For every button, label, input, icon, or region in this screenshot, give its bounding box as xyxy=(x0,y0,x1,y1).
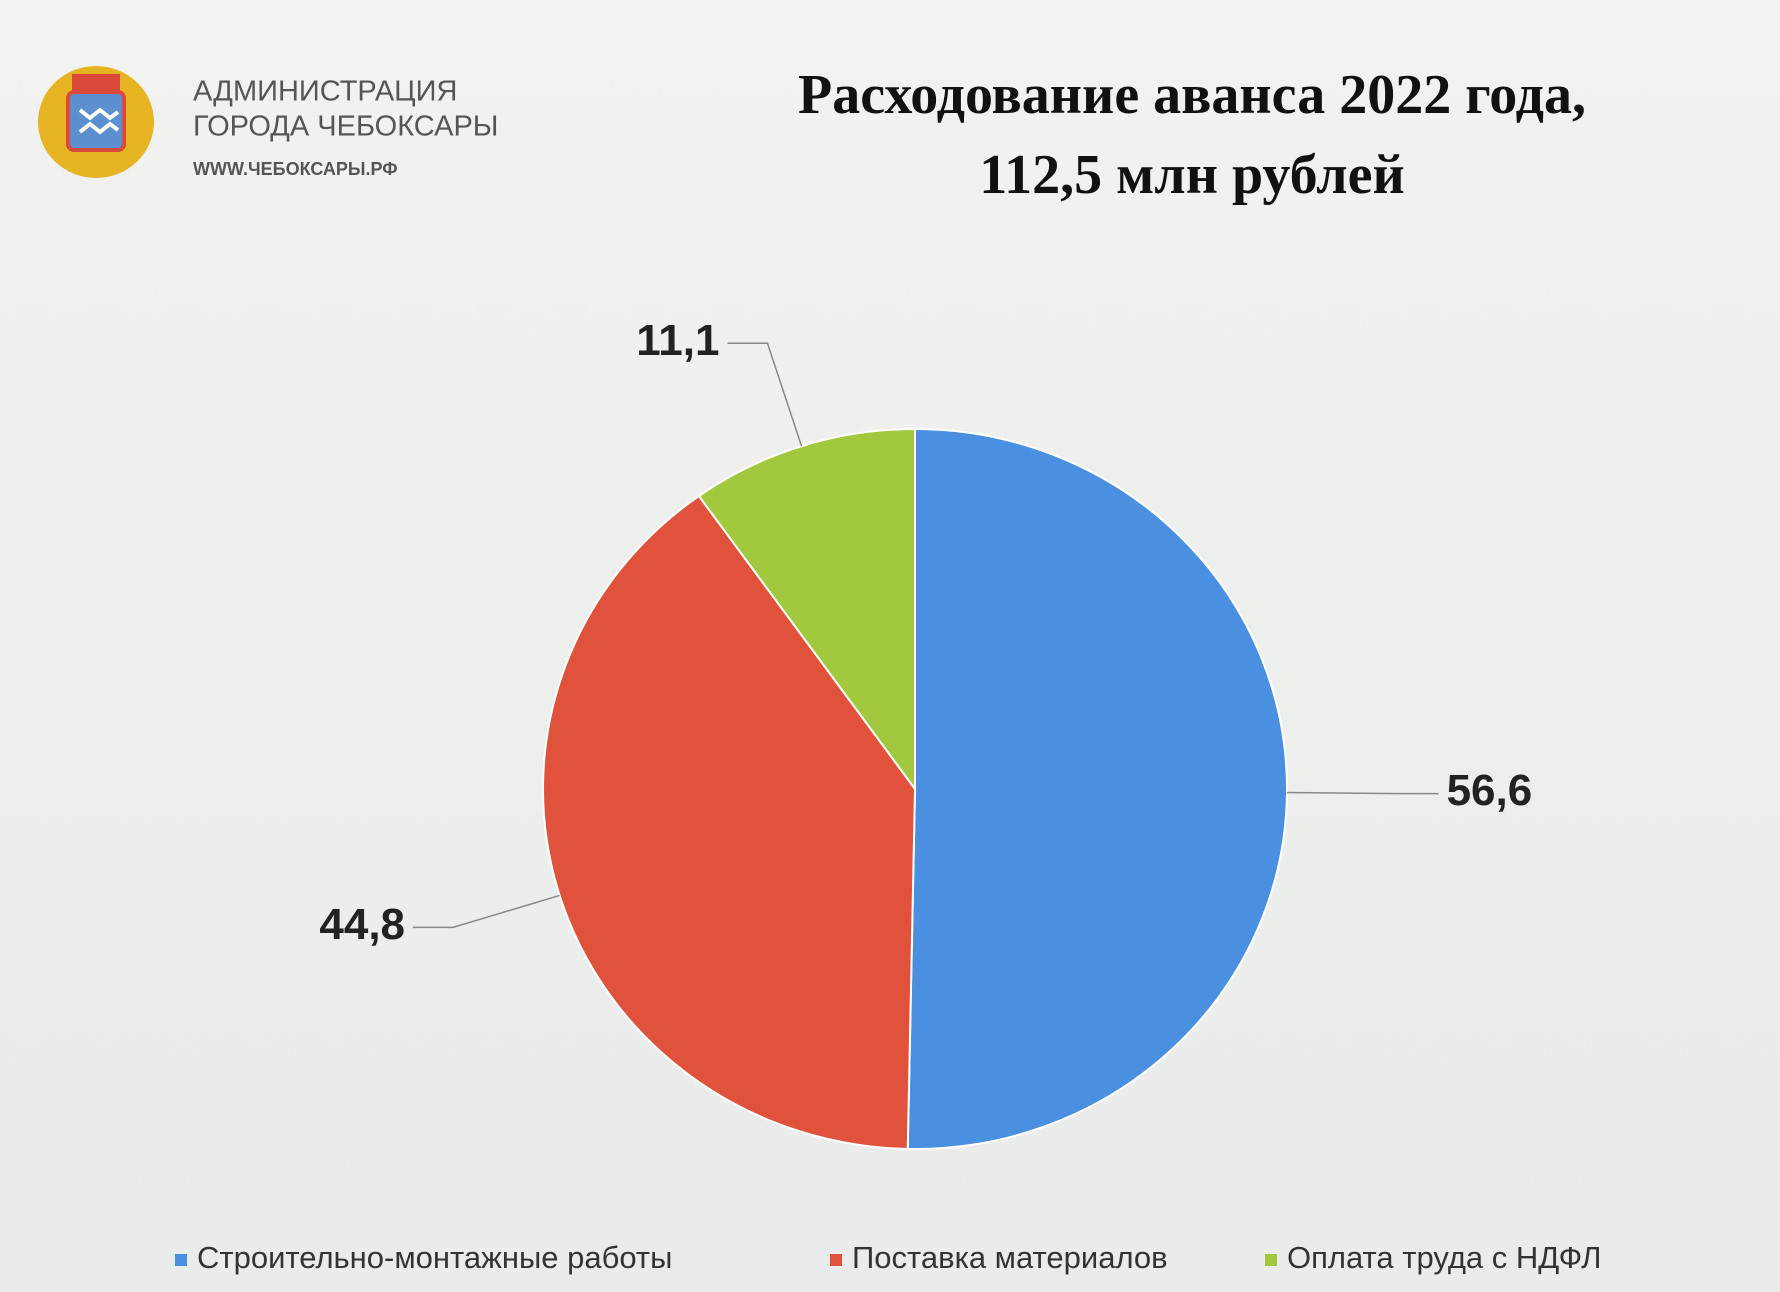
leader-line xyxy=(1286,791,1439,795)
site-url: WWW.ЧЕБОКСАРЫ.РФ xyxy=(193,159,398,179)
legend-label: Поставка материалов xyxy=(852,1240,1168,1275)
chart-title: 112,5 млн рублей xyxy=(979,144,1405,206)
pie-slice xyxy=(542,494,917,1150)
value-label: 56,6 xyxy=(1447,766,1533,815)
org-name: АДМИНИСТРАЦИЯ xyxy=(193,76,457,108)
legend-swatch xyxy=(830,1254,842,1266)
leader-line xyxy=(413,894,560,929)
logo-emblem xyxy=(38,66,154,178)
leader-line xyxy=(727,342,803,447)
chart-title: Расходование аванса 2022 года, xyxy=(798,64,1586,126)
legend-swatch xyxy=(175,1254,187,1266)
value-label: 44,8 xyxy=(319,900,405,949)
legend-label: Строительно-монтажные работы xyxy=(197,1240,672,1275)
legend-label: Оплата труда с НДФЛ xyxy=(1287,1240,1601,1275)
pie-slice xyxy=(906,427,1289,1150)
pie-slice xyxy=(697,427,916,793)
legend-swatch xyxy=(1265,1254,1277,1266)
value-label: 11,1 xyxy=(636,316,719,365)
org-name: ГОРОДА ЧЕБОКСАРЫ xyxy=(193,111,498,143)
